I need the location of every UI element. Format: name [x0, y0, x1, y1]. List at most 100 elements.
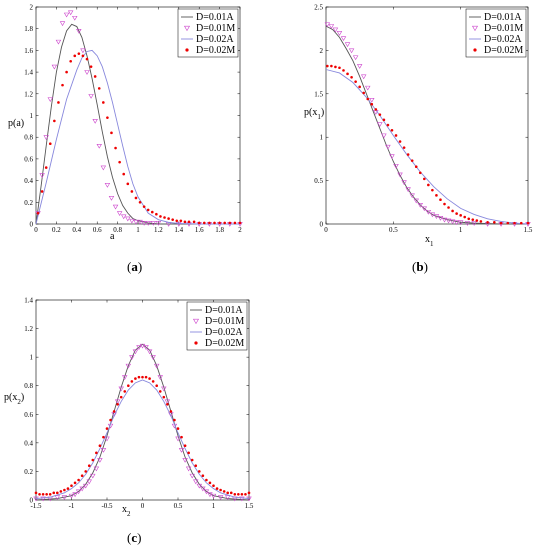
data-point-dot	[61, 83, 64, 87]
data-point-dot	[513, 221, 516, 225]
data-point-dot	[370, 102, 374, 106]
legend-entry: D=0.01M	[484, 23, 523, 34]
y-tick-label: 0	[320, 221, 324, 229]
data-point-dot	[423, 177, 426, 181]
data-point-dot	[40, 190, 44, 193]
data-point-dot	[73, 54, 77, 58]
data-point-dot	[65, 70, 68, 74]
legend-dot-swatch	[194, 341, 198, 345]
legend-entry: D=0.02M	[196, 45, 235, 56]
data-point-dot	[394, 134, 398, 137]
legend-dot-swatch	[473, 48, 477, 52]
series-D=0.02M	[326, 64, 530, 225]
data-point-dot	[427, 183, 430, 187]
y-tick-label: 0.6	[24, 411, 33, 419]
data-point-dot	[223, 221, 226, 225]
y-tick-label: 2.5	[314, 4, 323, 12]
data-point-dot	[70, 484, 73, 488]
data-point-dot	[144, 375, 148, 379]
data-point-dot	[233, 492, 237, 496]
data-point-dot	[45, 492, 48, 496]
data-point-dot	[447, 206, 450, 209]
data-point-dot	[163, 216, 166, 219]
data-point-dot	[53, 119, 56, 123]
y-tick-label: 0.5	[314, 177, 323, 185]
data-point-triangle	[377, 122, 383, 127]
y-tick-label: 0.2	[24, 468, 33, 476]
legend-triangle-swatch	[183, 25, 191, 32]
data-point-triangle	[133, 219, 139, 225]
data-point-triangle	[369, 97, 375, 103]
data-point-dot	[194, 464, 198, 468]
data-point-dot	[435, 194, 438, 197]
data-point-triangle	[118, 386, 124, 392]
data-point-dot	[173, 418, 176, 422]
series-D=0.01M	[324, 22, 531, 227]
y-tick-label: 1	[30, 354, 34, 362]
x-tick-label: -1	[69, 502, 75, 510]
series-D=0.02M	[34, 375, 251, 496]
data-point-triangle	[137, 219, 143, 225]
data-point-triangle	[405, 187, 411, 193]
data-point-dot	[130, 380, 134, 383]
legend-entry: D=0.02A	[196, 34, 234, 45]
data-point-dot	[406, 153, 410, 156]
data-point-triangle	[72, 15, 78, 21]
data-point-triangle	[464, 221, 471, 226]
data-point-triangle	[161, 386, 167, 392]
data-point-dot	[93, 75, 97, 78]
x-tick-label: -1.5	[30, 502, 42, 510]
data-point-dot	[176, 427, 180, 430]
data-point-dot	[198, 470, 201, 473]
data-point-dot	[418, 171, 422, 175]
x-axis-label: a	[110, 231, 115, 242]
data-point-triangle	[360, 74, 367, 80]
data-point-dot	[183, 220, 187, 224]
data-point-dot	[499, 221, 503, 225]
legend-entry: D=0.02A	[484, 34, 522, 45]
data-point-triangle	[54, 495, 61, 500]
data-point-triangle	[176, 222, 182, 227]
data-point-dot	[338, 66, 341, 70]
data-point-triangle	[59, 21, 66, 27]
data-point-triangle	[116, 211, 123, 216]
data-point-triangle	[457, 220, 464, 226]
data-point-triangle	[328, 24, 335, 29]
series-D=0.02A	[35, 49, 240, 225]
legend-entry: D=0.01A	[484, 12, 522, 23]
x-tick-label: 0.6	[93, 226, 102, 234]
y-tick-label: 1	[320, 134, 324, 142]
data-point-triangle	[164, 399, 171, 405]
data-point-dot	[479, 220, 483, 223]
y-tick-label: 0.6	[24, 155, 33, 163]
y-tick-label: 0	[30, 497, 34, 505]
y-axis-label: p(x2)	[4, 392, 24, 406]
data-point-dot	[81, 54, 85, 58]
data-point-triangle	[332, 27, 339, 33]
y-tick-label: 1.2	[24, 90, 33, 98]
data-point-triangle	[43, 135, 49, 140]
y-tick-label: 0.2	[24, 199, 33, 207]
data-point-dot	[59, 490, 63, 493]
data-point-dot	[330, 64, 333, 68]
data-point-triangle	[104, 183, 111, 188]
y-tick-label: 1.2	[24, 325, 33, 333]
data-point-dot	[398, 140, 402, 143]
data-point-triangle	[112, 204, 119, 210]
data-point-triangle	[125, 363, 132, 369]
data-point-triangle	[55, 39, 62, 45]
y-tick-label: 2	[30, 4, 34, 12]
data-point-triangle	[239, 496, 245, 502]
data-point-triangle	[393, 163, 399, 169]
data-point-dot	[98, 444, 102, 448]
legend-entry: D=0.01M	[205, 316, 244, 327]
data-point-dot	[69, 59, 72, 63]
data-point-dot	[526, 221, 530, 225]
data-point-dot	[141, 375, 144, 379]
x-tick-label: 0	[34, 226, 38, 234]
data-point-triangle	[182, 458, 188, 463]
data-point-triangle	[210, 493, 217, 499]
data-point-dot	[475, 219, 479, 222]
y-tick-label: 0.8	[24, 134, 33, 142]
